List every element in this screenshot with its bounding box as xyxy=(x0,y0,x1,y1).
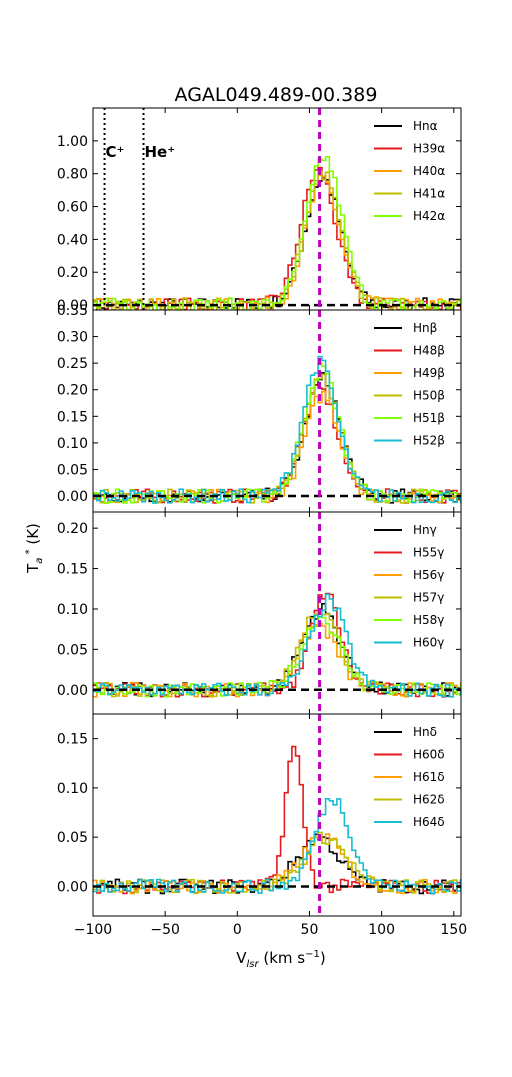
x-axis-label: Vlsr (km s−1) xyxy=(236,949,326,970)
chart-title: AGAL049.489-00.389 xyxy=(175,84,378,106)
marker-label: C⁺ xyxy=(106,143,125,161)
legend-label: Hnγ xyxy=(413,523,437,537)
x-tick-label: 50 xyxy=(301,922,319,938)
legend-label: Hnδ xyxy=(413,725,437,739)
panel-frame xyxy=(92,713,462,917)
y-tick-label: 0.25 xyxy=(57,356,88,372)
series-line xyxy=(96,175,461,310)
legend-label: H61δ xyxy=(413,770,445,784)
panel-plot-area xyxy=(93,108,461,310)
y-tick-label: 0.20 xyxy=(57,383,88,399)
series-line xyxy=(93,593,461,698)
legend-label: H41α xyxy=(413,187,445,201)
series-line xyxy=(93,174,461,310)
y-tick-label: 0.00 xyxy=(57,879,88,895)
panel-1: 0.00 0.20 0.40 0.60 0.80 1.00 Hnα H39α H40α H41α H… xyxy=(57,107,462,314)
y-tick-label: 0.05 xyxy=(57,642,88,658)
x-tick-label: 150 xyxy=(440,922,467,938)
x-tick-label: −100 xyxy=(74,922,112,938)
panel-3: 0.00 0.05 0.10 0.15 0.20 Hnγ H55γ H56γ H57γ H58γ H… xyxy=(57,511,462,715)
legend-label: H48β xyxy=(413,344,445,358)
y-tick-label: 0.20 xyxy=(57,265,88,281)
panels-group: 0.00 0.20 0.40 0.60 0.80 1.00 Hnα H39α H40α H41α H… xyxy=(57,107,462,917)
legend-label: H57γ xyxy=(413,591,444,605)
legend-label: H40α xyxy=(413,164,445,178)
panel-frame xyxy=(92,107,462,311)
y-tick-label: 0.40 xyxy=(57,232,88,248)
y-tick-label: 0.10 xyxy=(57,602,88,618)
legend-label: H55γ xyxy=(413,546,444,560)
y-tick-label: 0.00 xyxy=(57,683,88,699)
y-tick-label: 0.00 xyxy=(57,489,88,505)
legend-label: Hnβ xyxy=(413,321,437,335)
x-tick-label: −50 xyxy=(150,922,180,938)
legend-label: H49β xyxy=(413,366,445,380)
legend-label: H52β xyxy=(413,434,445,448)
legend-label: Hnα xyxy=(413,119,438,133)
series-line xyxy=(93,745,461,895)
legend-label: H58γ xyxy=(413,613,444,627)
y-tick-label: 0.05 xyxy=(57,830,88,846)
panel-frame xyxy=(92,309,462,513)
legend-label: H62δ xyxy=(413,793,445,807)
marker-label: He⁺ xyxy=(145,143,176,161)
legend-label: H64δ xyxy=(413,815,445,829)
panel-plot-area xyxy=(93,714,461,916)
series-line xyxy=(93,166,461,310)
legend-label: H51β xyxy=(413,411,445,425)
y-tick-label: 0.15 xyxy=(57,562,88,578)
panel-plot-area xyxy=(93,310,461,512)
y-tick-label: 0.10 xyxy=(57,781,88,797)
y-tick-label: 0.35 xyxy=(57,303,88,319)
series-line xyxy=(93,355,461,504)
y-axis-label: Ta * (K) xyxy=(24,523,45,574)
legend-label: H39α xyxy=(413,142,445,156)
y-tick-label: 0.00 xyxy=(57,298,88,314)
panel-plot-area xyxy=(93,512,461,714)
legend-label: H42α xyxy=(413,209,445,223)
panel-4: 0.00 0.05 0.10 0.15 Hnδ H60δ H61δ H62δ H64δ xyxy=(57,713,462,917)
x-tick-label: 0 xyxy=(233,922,242,938)
legend-label: H56γ xyxy=(413,568,444,582)
y-tick-label: 0.15 xyxy=(57,732,88,748)
legend-label: H60γ xyxy=(413,636,444,650)
y-tick-label: 0.05 xyxy=(57,462,88,478)
y-tick-label: 0.15 xyxy=(57,409,88,425)
y-tick-label: 0.30 xyxy=(57,330,88,346)
legend-label: H50β xyxy=(413,389,445,403)
legend-label: H60δ xyxy=(413,748,445,762)
y-tick-label: 0.80 xyxy=(57,167,88,183)
x-tick-label: 100 xyxy=(368,922,395,938)
series-line xyxy=(93,155,461,310)
y-tick-label: 0.20 xyxy=(57,521,88,537)
y-tick-label: 1.00 xyxy=(57,134,88,150)
y-tick-label: 0.60 xyxy=(57,200,88,216)
series-line xyxy=(93,170,461,310)
series-line xyxy=(93,610,461,698)
panel-2: 0.00 0.05 0.10 0.15 0.20 0.25 0.30 0.35 Hnβ H48β H… xyxy=(57,303,462,513)
x-axis: −100 −50 0 50 100 150 xyxy=(74,922,467,938)
y-tick-label: 0.10 xyxy=(57,436,88,452)
